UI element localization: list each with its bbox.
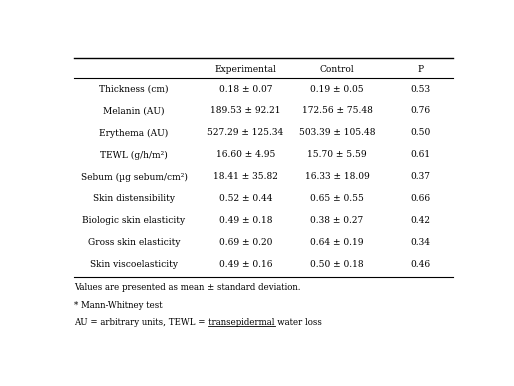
Text: 0.61: 0.61 xyxy=(411,151,431,159)
Text: 0.19 ± 0.05: 0.19 ± 0.05 xyxy=(310,85,364,93)
Text: 0.46: 0.46 xyxy=(411,261,431,269)
Text: 503.39 ± 105.48: 503.39 ± 105.48 xyxy=(299,129,375,137)
Text: 0.38 ± 0.27: 0.38 ± 0.27 xyxy=(310,217,364,225)
Text: * Mann-Whitney test: * Mann-Whitney test xyxy=(74,301,163,310)
Text: 0.76: 0.76 xyxy=(411,107,431,115)
Text: 172.56 ± 75.48: 172.56 ± 75.48 xyxy=(302,107,373,115)
Text: 0.64 ± 0.19: 0.64 ± 0.19 xyxy=(310,239,364,247)
Text: Thickness (cm): Thickness (cm) xyxy=(99,85,169,93)
Text: AU = arbitrary units, TEWL = transepidermal water loss: AU = arbitrary units, TEWL = transepider… xyxy=(74,318,322,327)
Text: 0.34: 0.34 xyxy=(411,239,431,247)
Text: P: P xyxy=(418,65,424,74)
Text: Skin viscoelasticity: Skin viscoelasticity xyxy=(90,261,178,269)
Text: 0.65 ± 0.55: 0.65 ± 0.55 xyxy=(310,195,364,203)
Text: 16.33 ± 18.09: 16.33 ± 18.09 xyxy=(305,173,370,181)
Text: 0.37: 0.37 xyxy=(411,173,431,181)
Text: 0.52 ± 0.44: 0.52 ± 0.44 xyxy=(219,195,272,203)
Text: Melanin (AU): Melanin (AU) xyxy=(103,107,164,115)
Text: Gross skin elasticity: Gross skin elasticity xyxy=(88,239,180,247)
Text: TEWL (g/h/m²): TEWL (g/h/m²) xyxy=(100,151,168,159)
Text: 0.50 ± 0.18: 0.50 ± 0.18 xyxy=(310,261,364,269)
Text: Biologic skin elasticity: Biologic skin elasticity xyxy=(82,217,186,225)
Text: 0.18 ± 0.07: 0.18 ± 0.07 xyxy=(219,85,272,93)
Text: Experimental: Experimental xyxy=(214,65,277,74)
Text: Erythema (AU): Erythema (AU) xyxy=(99,129,169,137)
Text: 0.66: 0.66 xyxy=(411,195,431,203)
Text: 0.49 ± 0.18: 0.49 ± 0.18 xyxy=(219,217,272,225)
Text: 189.53 ± 92.21: 189.53 ± 92.21 xyxy=(210,107,281,115)
Text: Skin distensibility: Skin distensibility xyxy=(93,195,175,203)
Text: 0.53: 0.53 xyxy=(411,85,431,93)
Text: 0.49 ± 0.16: 0.49 ± 0.16 xyxy=(219,261,272,269)
Text: Values are presented as mean ± standard deviation.: Values are presented as mean ± standard … xyxy=(74,283,301,293)
Text: 15.70 ± 5.59: 15.70 ± 5.59 xyxy=(307,151,367,159)
Text: 0.69 ± 0.20: 0.69 ± 0.20 xyxy=(219,239,272,247)
Text: 16.60 ± 4.95: 16.60 ± 4.95 xyxy=(216,151,275,159)
Text: Control: Control xyxy=(320,65,355,74)
Text: Sebum (µg sebum/cm²): Sebum (µg sebum/cm²) xyxy=(81,173,188,181)
Text: 0.50: 0.50 xyxy=(411,129,431,137)
Text: 18.41 ± 35.82: 18.41 ± 35.82 xyxy=(213,173,278,181)
Text: 527.29 ± 125.34: 527.29 ± 125.34 xyxy=(207,129,284,137)
Text: 0.42: 0.42 xyxy=(411,217,431,225)
